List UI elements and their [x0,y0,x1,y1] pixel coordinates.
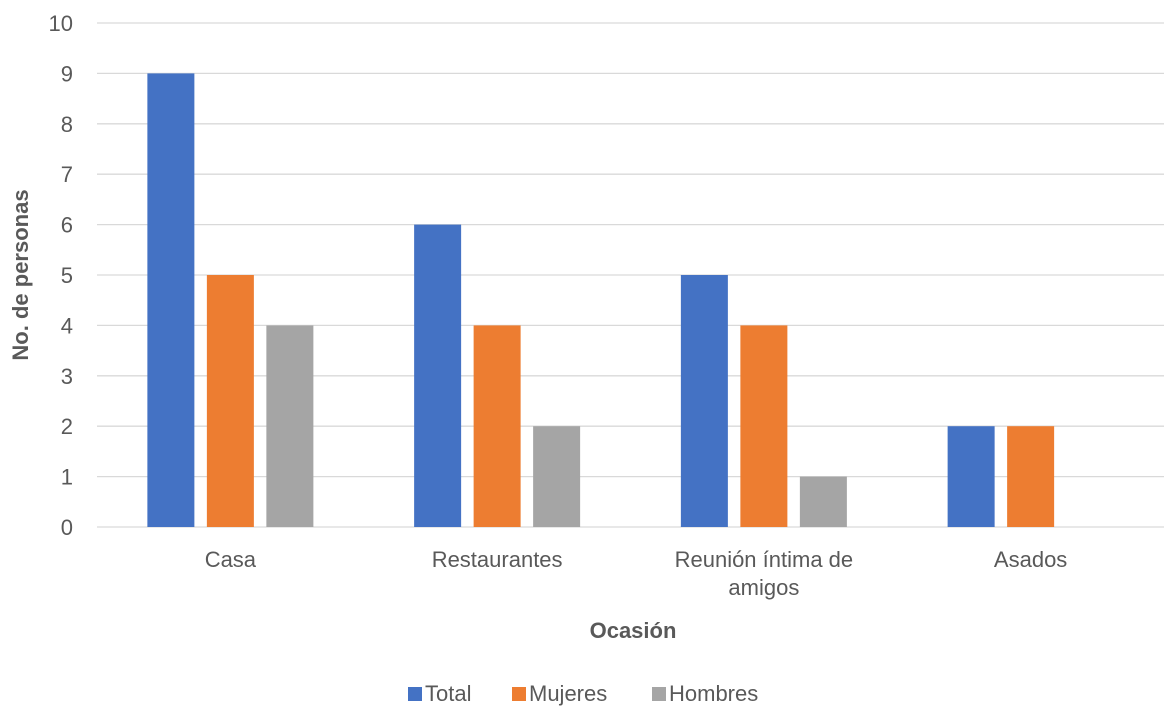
y-tick-label: 2 [61,414,73,439]
y-tick-label: 3 [61,364,73,389]
bar-mujeres-3 [1007,426,1055,527]
y-tick-label: 4 [61,313,73,338]
x-category-line: Restaurantes [432,547,563,572]
bar-total-3 [947,426,995,527]
legend-label-hombres: Hombres [669,681,758,706]
x-category-line: Asados [994,547,1067,572]
x-axis-categories: Casa Restaurantes Reunión íntima de amigos A… [205,547,1068,600]
bar-total-2 [680,275,728,527]
y-tick-label: 10 [49,11,73,36]
bar-total-0 [147,73,195,528]
legend-label-mujeres: Mujeres [529,681,607,706]
legend-swatch-hombres [652,687,666,701]
x-axis-title: Ocasión [590,618,677,643]
bar-hombres-2 [799,476,847,527]
y-tick-label: 1 [61,465,73,490]
bars [147,73,1055,528]
bar-mujeres-2 [740,325,788,527]
y-tick-label: 6 [61,213,73,238]
legend-swatch-total [408,687,422,701]
y-axis-ticks: 0 1 2 3 4 5 6 7 8 9 10 [49,11,73,540]
y-tick-label: 8 [61,112,73,137]
y-tick-label: 9 [61,61,73,86]
y-axis-title: No. de personas [8,189,33,360]
x-category-line: Reunión íntima de [675,547,854,572]
y-tick-label: 7 [61,162,73,187]
legend-swatch-mujeres [512,687,526,701]
x-category-label: Restaurantes [432,547,563,572]
bar-mujeres-1 [473,325,521,527]
legend: Total Mujeres Hombres [408,681,758,706]
legend-label-total: Total [425,681,471,706]
x-category-line: amigos [728,575,799,600]
y-tick-label: 5 [61,263,73,288]
x-category-label: Reunión íntima de amigos [675,547,854,600]
bar-hombres-0 [266,325,314,527]
x-category-label: Asados [994,547,1067,572]
bar-mujeres-0 [206,275,254,527]
x-category-line: Casa [205,547,257,572]
bar-hombres-1 [533,426,581,527]
bar-total-1 [414,224,462,527]
x-category-label: Casa [205,547,257,572]
y-tick-label: 0 [61,515,73,540]
gridlines [97,22,1164,528]
